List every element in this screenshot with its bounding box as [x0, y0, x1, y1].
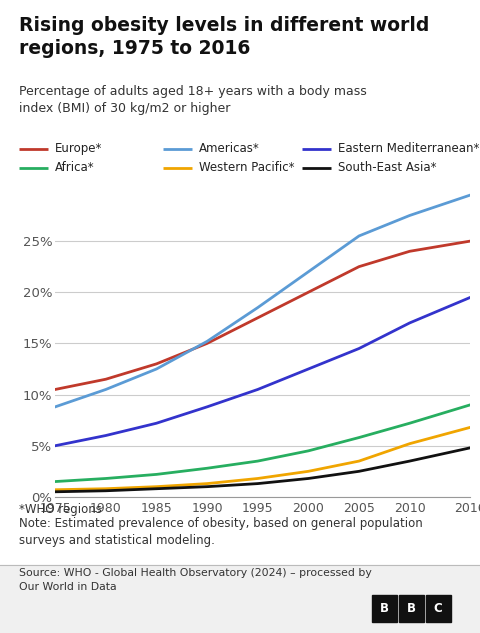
Text: Americas*: Americas* [199, 142, 260, 155]
Text: C: C [434, 602, 443, 615]
Text: Note: Estimated prevalence of obesity, based on general population
surveys and s: Note: Estimated prevalence of obesity, b… [19, 517, 423, 547]
Text: Percentage of adults aged 18+ years with a body mass
index (BMI) of 30 kg/m2 or : Percentage of adults aged 18+ years with… [19, 85, 367, 115]
Text: Western Pacific*: Western Pacific* [199, 161, 295, 174]
Text: Africa*: Africa* [55, 161, 95, 174]
Text: Europe*: Europe* [55, 142, 103, 155]
Text: Rising obesity levels in different world
regions, 1975 to 2016: Rising obesity levels in different world… [19, 16, 430, 58]
Text: Source: WHO - Global Health Observatory (2024) – processed by
Our World in Data: Source: WHO - Global Health Observatory … [19, 568, 372, 592]
Text: South-East Asia*: South-East Asia* [338, 161, 437, 174]
Text: *WHO regions: *WHO regions [19, 503, 102, 517]
Text: B: B [380, 602, 389, 615]
Text: Eastern Mediterranean*: Eastern Mediterranean* [338, 142, 480, 155]
Text: B: B [407, 602, 416, 615]
